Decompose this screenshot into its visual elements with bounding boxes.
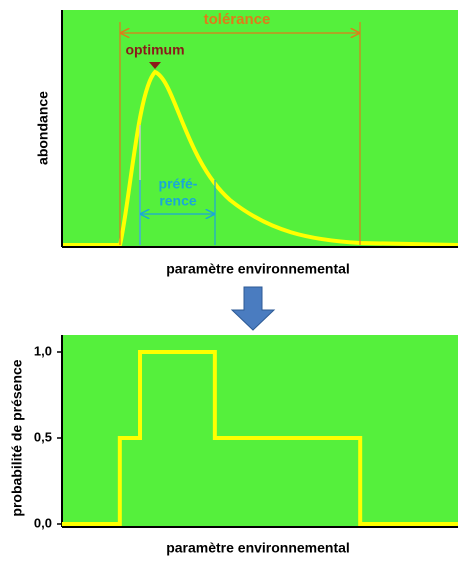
abundance-curve xyxy=(62,69,458,247)
y-axis-label: abondance xyxy=(35,91,51,165)
preference-label: préfé- xyxy=(159,176,198,192)
bottom-panel xyxy=(62,335,458,527)
x-axis-label: paramètre environnemental xyxy=(166,261,350,277)
preference-label: rence xyxy=(159,193,197,209)
top-panel xyxy=(62,10,458,247)
tolerance-label: tolérance xyxy=(204,11,271,28)
y-tick-label: 0,0 xyxy=(34,515,52,530)
y-tick-label: 0,5 xyxy=(34,429,52,444)
y-tick-label: 1,0 xyxy=(34,343,52,358)
optimum-label: optimum xyxy=(125,42,184,58)
transition-arrow xyxy=(230,286,276,331)
y-axis-label: probabilité de présence xyxy=(9,359,25,516)
optimum-marker xyxy=(149,62,161,69)
x-axis-label: paramètre environnemental xyxy=(166,540,350,556)
presence-line xyxy=(62,350,458,526)
